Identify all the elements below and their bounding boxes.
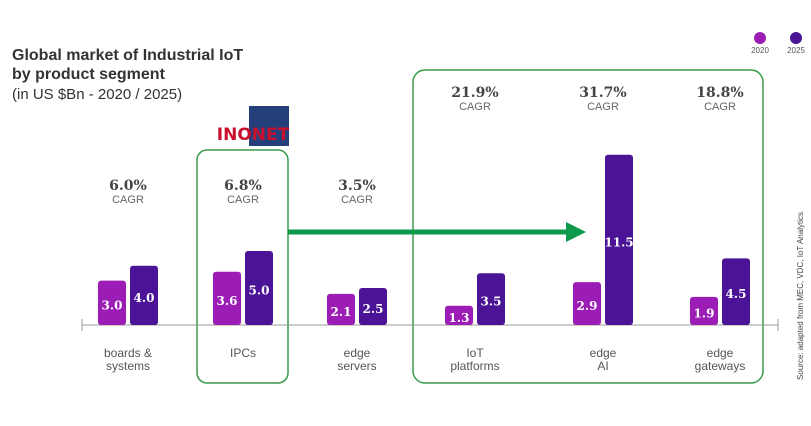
- x-tick-label: edge servers: [337, 346, 377, 373]
- bar: [245, 251, 273, 325]
- value-label: 1.9: [694, 306, 715, 320]
- value-label: 3.0: [102, 298, 123, 312]
- x-tick-label: edge AI: [589, 346, 617, 373]
- bar: [98, 280, 126, 325]
- value-label: 11.5: [604, 235, 633, 249]
- bar: [130, 265, 158, 325]
- bar: [573, 282, 601, 325]
- value-label: 3.6: [217, 294, 238, 308]
- cagr-label: CAGR: [459, 101, 491, 113]
- bar: [327, 293, 355, 325]
- cagr-label: CAGR: [704, 101, 736, 113]
- cagr-label: CAGR: [112, 194, 144, 206]
- chart-title: Global market of Industrial IoT by produ…: [12, 47, 244, 83]
- cagr-rate: 21.9%: [451, 85, 498, 101]
- value-label: 4.0: [134, 291, 155, 305]
- bar: [722, 258, 750, 325]
- arrow-head: [566, 222, 586, 242]
- value-label: 1.3: [449, 311, 470, 325]
- cagr-rate: 3.5%: [338, 178, 376, 194]
- bar: [690, 296, 718, 325]
- bar: [445, 305, 473, 325]
- cagr-label: CAGR: [341, 194, 373, 206]
- cagr-rate: 18.8%: [696, 85, 743, 101]
- legend-label: 2025: [787, 46, 805, 55]
- cagr-rate: 31.7%: [579, 85, 626, 101]
- source: Source: adapted from MEC, VDC, IoT Analy…: [796, 212, 805, 380]
- cagr-label: CAGR: [587, 101, 619, 113]
- bar: [605, 154, 633, 325]
- value-label: 2.1: [331, 305, 352, 319]
- x-tick-label: IoT platforms: [450, 346, 500, 373]
- cagr-label: CAGR: [227, 194, 259, 206]
- cagr-rate: 6.0%: [109, 178, 147, 194]
- x-tick-label: edge gateways: [694, 346, 746, 373]
- chart-subtitle: (in US $Bn - 2020 / 2025): [12, 86, 183, 103]
- legend-swatch: [790, 32, 802, 44]
- value-label: 5.0: [249, 284, 270, 298]
- legend-label: 2020: [751, 46, 769, 55]
- highlight-box: [412, 69, 764, 384]
- bar: [359, 288, 387, 325]
- value-label: 3.5: [481, 295, 502, 309]
- x-tick-label: boards & systems: [103, 346, 153, 373]
- bar: [477, 273, 505, 325]
- highlight-box: [196, 149, 289, 384]
- value-label: 4.5: [726, 287, 747, 301]
- logo-text: INONET: [217, 125, 290, 145]
- x-tick-label: IPCs: [229, 346, 256, 360]
- legend-swatch: [754, 32, 766, 44]
- logo-box: [249, 106, 289, 146]
- cagr-rate: 6.8%: [224, 178, 262, 194]
- bar: [213, 271, 241, 325]
- value-label: 2.9: [577, 299, 598, 313]
- value-label: 2.5: [363, 302, 384, 316]
